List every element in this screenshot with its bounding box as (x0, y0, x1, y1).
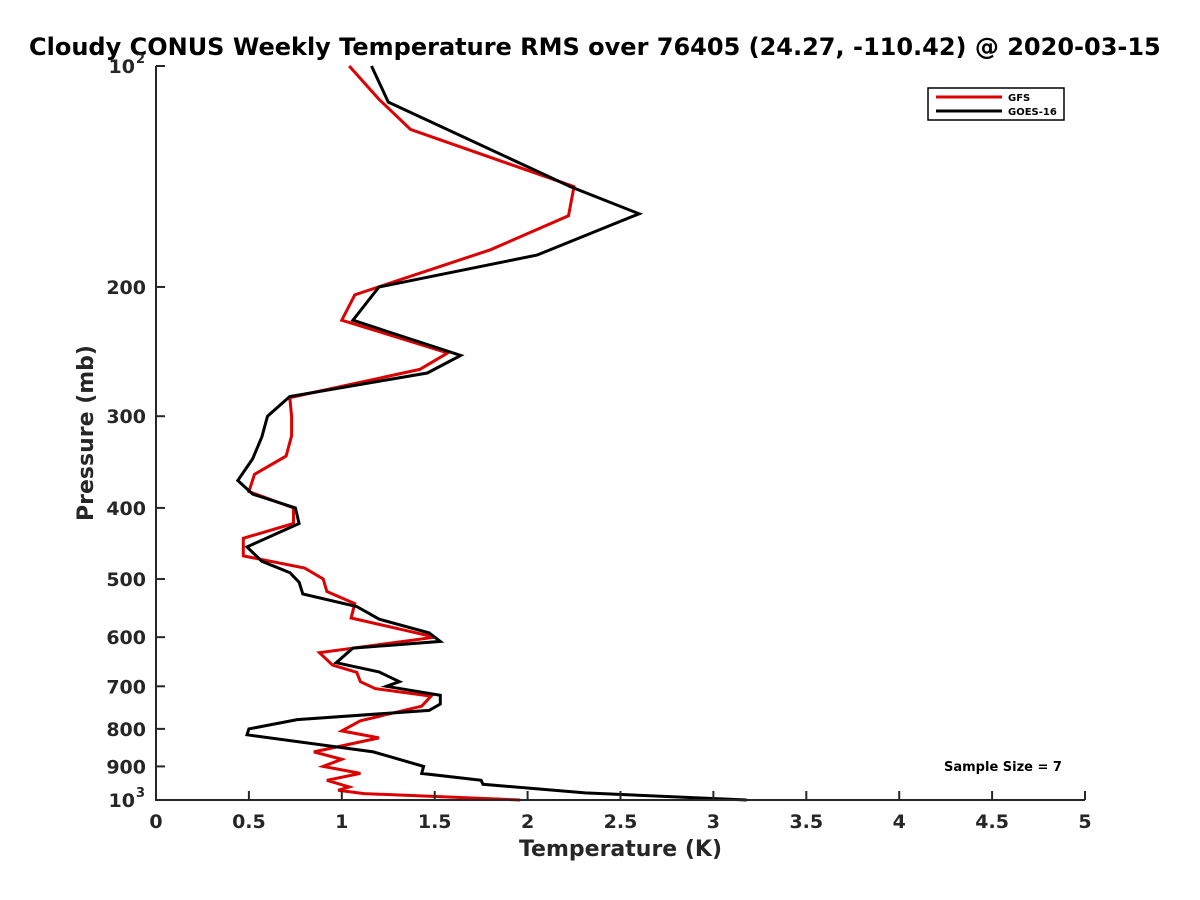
legend-label-gfs: GFS (1008, 93, 1030, 104)
y-tick-label: 900 (106, 756, 146, 778)
y-tick-label: 800 (106, 719, 146, 741)
y-tick-label: 300 (106, 406, 146, 428)
y-tick-label-base: 10 (109, 790, 135, 812)
y-tick-label-power: 10 2 (109, 52, 146, 78)
x-tick-label: 1 (335, 811, 348, 833)
series-lines (235, 64, 747, 802)
x-tick-label: 5 (1078, 811, 1091, 833)
chart-title: Cloudy CONUS Weekly Temperature RMS over… (29, 33, 1161, 61)
series-line-gfs (241, 64, 576, 802)
legend: GFS GOES-16 (927, 87, 1065, 121)
x-tick-label: 4 (893, 811, 906, 833)
y-tick-label: 600 (106, 627, 146, 649)
x-tick-label: 0.5 (232, 811, 266, 833)
x-tick-label: 1.5 (418, 811, 452, 833)
x-tick-label: 2 (521, 811, 534, 833)
sample-size-annotation: Sample Size = 7 (944, 760, 1062, 775)
x-tick-label: 0 (149, 811, 162, 833)
legend-label-goes-16: GOES-16 (1008, 107, 1057, 118)
y-tick-label-exponent: 2 (136, 52, 145, 67)
legend-box (927, 87, 1065, 121)
x-tick-label: 4.5 (975, 811, 1009, 833)
x-ticks: 0 0.5 1 1.5 2 2.5 3 3.5 4 4.5 5 (149, 791, 1092, 833)
y-tick-label-exponent: 3 (136, 786, 145, 801)
y-tick-label: 500 (106, 569, 146, 591)
x-tick-label: 3.5 (789, 811, 823, 833)
plot-area (156, 66, 1085, 800)
x-tick-label: 3 (707, 811, 720, 833)
series-line-goes-16 (235, 65, 747, 802)
x-tick-label: 2.5 (604, 811, 638, 833)
y-axis-label: Pressure (mb) (74, 345, 99, 521)
y-tick-label: 400 (106, 498, 146, 520)
y-tick-label: 700 (106, 676, 146, 698)
x-axis-label: Temperature (K) (519, 837, 722, 862)
y-tick-label-base: 10 (109, 56, 135, 78)
y-tick-label-power: 10 3 (109, 786, 146, 812)
y-tick-label: 200 (106, 277, 146, 299)
